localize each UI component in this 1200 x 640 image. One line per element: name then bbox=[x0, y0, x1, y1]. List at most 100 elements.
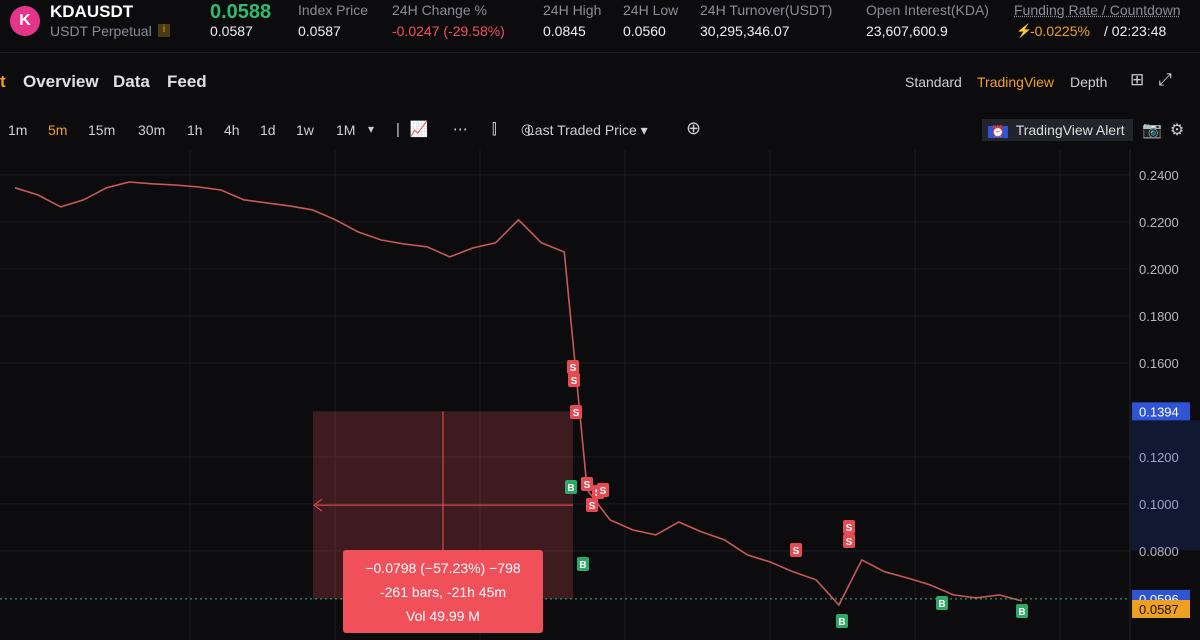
trade-marker-label: S bbox=[570, 363, 577, 374]
trade-marker-bg bbox=[581, 477, 593, 491]
measure-text: -261 bars, -21h 45m bbox=[380, 584, 506, 600]
tab[interactable]: Overview bbox=[23, 72, 99, 91]
trade-marker-bg bbox=[936, 596, 948, 610]
interval[interactable]: 1h bbox=[187, 122, 203, 138]
y-tick-label: 0.1600 bbox=[1139, 356, 1179, 371]
tab[interactable]: t bbox=[0, 72, 6, 91]
trade-marker: S bbox=[843, 520, 855, 534]
chart-icons[interactable]: 📷⚙ bbox=[1142, 122, 1193, 139]
trade-marker: S bbox=[586, 498, 598, 512]
y-tick-label: 0.1800 bbox=[1139, 309, 1179, 324]
trade-marker-bg bbox=[597, 483, 609, 497]
stat-label: Open Interest(KDA) bbox=[866, 2, 989, 18]
alert-text: TradingView Alert bbox=[1015, 122, 1125, 138]
add-icon[interactable]: ⊕ bbox=[686, 118, 702, 138]
trade-marker-label: S bbox=[571, 376, 578, 387]
trade-marker-bg bbox=[577, 557, 589, 571]
axis-bg bbox=[1130, 150, 1200, 640]
trade-marker: S bbox=[843, 534, 855, 548]
stat-label: Index Price bbox=[298, 2, 369, 18]
trade-marker-label: S bbox=[846, 523, 853, 534]
trade-marker: S bbox=[581, 477, 593, 491]
interval[interactable]: 1M bbox=[336, 122, 356, 138]
interval[interactable]: 4h bbox=[224, 122, 240, 138]
funding-label: Funding Rate / Countdown bbox=[1014, 2, 1181, 18]
trade-marker-bg bbox=[565, 480, 577, 494]
interval[interactable]: 30m bbox=[138, 122, 166, 138]
trade-marker-bg bbox=[843, 534, 855, 548]
trade-marker-label: S bbox=[793, 546, 800, 557]
trade-marker-label: S bbox=[573, 408, 580, 419]
symbol[interactable]: KDAUSDT bbox=[50, 2, 134, 21]
funding-icon: ⚡ bbox=[1016, 23, 1033, 38]
stat-value: 0.0845 bbox=[543, 23, 586, 39]
stat-value: -0.0247 (-29.58%) bbox=[392, 23, 505, 39]
y-tick-label: 0.2200 bbox=[1139, 215, 1179, 230]
trade-marker: S bbox=[570, 405, 582, 419]
price-line bbox=[14, 181, 1023, 607]
trade-marker-bg bbox=[843, 520, 855, 534]
alert-button[interactable]: ⏰ TradingView Alert bbox=[982, 119, 1133, 141]
measure-arrow bbox=[313, 498, 323, 512]
y-tick-label: 0.1200 bbox=[1139, 450, 1179, 465]
trade-marker-label: S bbox=[589, 501, 596, 512]
header: K KDAUSDT USDT Perpetual i 0.0588 0.0587… bbox=[0, 0, 1200, 53]
tab[interactable]: Data bbox=[113, 72, 150, 91]
measure-tooltip bbox=[343, 550, 543, 633]
trade-marker: B bbox=[836, 614, 848, 628]
trade-marker-label: B bbox=[579, 560, 586, 571]
interval[interactable]: 1m bbox=[8, 122, 28, 138]
trade-marker: S bbox=[597, 483, 609, 497]
stat-value: 23,607,600.9 bbox=[866, 23, 948, 39]
layout-icons[interactable]: ⊞⤢ bbox=[1130, 70, 1186, 89]
logo: K bbox=[10, 6, 40, 36]
interval[interactable]: 1w bbox=[296, 122, 314, 138]
trade-marker: B bbox=[565, 480, 577, 494]
stat-label: 24H Change % bbox=[392, 2, 487, 18]
trade-marker-bg bbox=[1016, 604, 1028, 618]
stat-value: 30,295,346.07 bbox=[700, 23, 790, 39]
stat-label: 24H High bbox=[543, 2, 602, 18]
trade-marker-bg bbox=[836, 614, 848, 628]
y-tick-label: 0.1000 bbox=[1139, 497, 1179, 512]
price-tag bbox=[1132, 402, 1190, 421]
interval[interactable]: 1d bbox=[260, 122, 276, 138]
interval-menu[interactable]: ▾ bbox=[368, 122, 375, 136]
stat-label: 24H Turnover(USDT) bbox=[700, 2, 833, 18]
trade-marker: S bbox=[790, 543, 802, 557]
view-option[interactable]: TradingView bbox=[977, 74, 1055, 90]
view-option[interactable]: Depth bbox=[1070, 74, 1108, 90]
trade-marker: S bbox=[568, 373, 580, 387]
trade-marker-label: B bbox=[838, 617, 845, 628]
tab[interactable]: Feed bbox=[167, 72, 207, 91]
trade-marker: B bbox=[1016, 604, 1028, 618]
interval[interactable]: 15m bbox=[88, 122, 116, 138]
trade-marker: S bbox=[567, 360, 579, 374]
trade-marker-label: S bbox=[846, 537, 853, 548]
price-tag-label: 0.1394 bbox=[1139, 404, 1179, 419]
trade-marker-label: S bbox=[600, 486, 607, 497]
view-option[interactable]: Standard bbox=[905, 74, 962, 90]
y-tick-label: 0.0800 bbox=[1139, 544, 1179, 559]
trade-marker-label: B bbox=[567, 483, 574, 494]
trade-marker: B bbox=[577, 557, 589, 571]
price-source-label: Last Traded Price bbox=[527, 122, 637, 138]
price-source[interactable]: Last Traded Price ▾ bbox=[527, 122, 648, 138]
toolbar-icons[interactable]: |📈 ⋯ ⫿ ◎ bbox=[396, 121, 544, 138]
price-tag-label: 0.0587 bbox=[1139, 602, 1179, 617]
countdown: / 02:23:48 bbox=[1104, 23, 1167, 39]
measure-text: Vol 49.99 M bbox=[406, 608, 480, 624]
price-tag bbox=[1132, 599, 1190, 618]
alert-icon: ⏰ bbox=[988, 126, 1008, 138]
trade-marker-bg bbox=[570, 405, 582, 419]
trade-marker: B bbox=[936, 596, 948, 610]
info-icon[interactable]: i bbox=[158, 24, 170, 37]
trade-marker-label: S bbox=[584, 480, 591, 491]
measure-text: −0.0798 (−57.23%) −798 bbox=[365, 560, 521, 576]
interval[interactable]: 5m bbox=[48, 122, 68, 138]
contract: USDT Perpetual bbox=[50, 23, 152, 39]
trade-marker-bg bbox=[568, 373, 580, 387]
y-tick-label: 0.2400 bbox=[1139, 168, 1179, 183]
highlight-band bbox=[1131, 420, 1200, 551]
